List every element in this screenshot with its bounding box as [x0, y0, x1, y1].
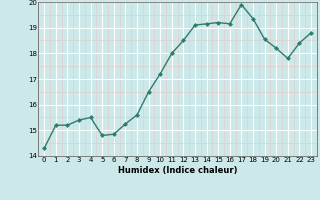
X-axis label: Humidex (Indice chaleur): Humidex (Indice chaleur) — [118, 166, 237, 175]
